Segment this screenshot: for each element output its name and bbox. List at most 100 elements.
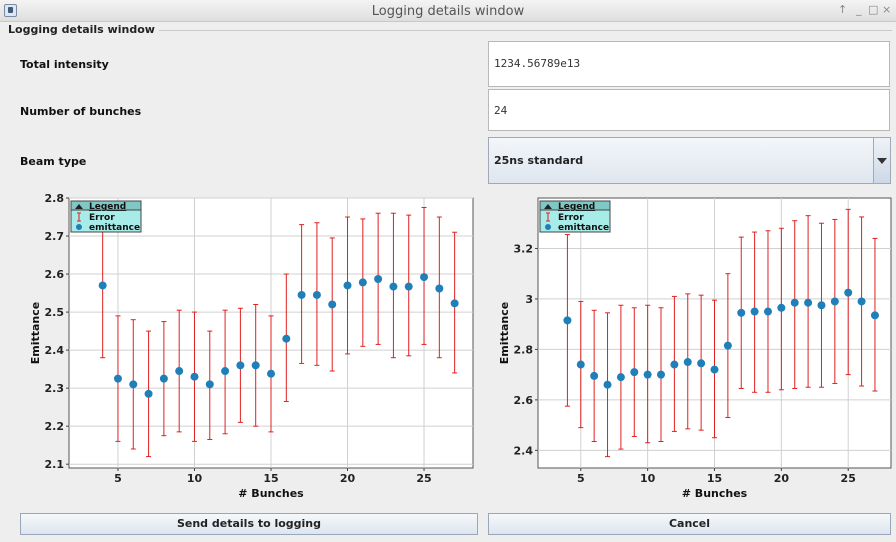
data-point — [251, 361, 260, 370]
y-tick-label: 2.2 — [45, 420, 65, 433]
data-point — [190, 372, 199, 381]
data-point — [750, 307, 759, 316]
data-point — [113, 374, 122, 383]
data-point — [763, 307, 772, 316]
data-point — [175, 367, 184, 376]
data-point — [389, 282, 398, 291]
y-tick-label: 2.6 — [514, 394, 534, 407]
x-tick-label: 15 — [263, 472, 278, 485]
java-app-icon — [4, 4, 17, 17]
data-point — [710, 365, 719, 374]
y-tick-label: 2.7 — [45, 230, 65, 243]
data-point — [358, 278, 367, 287]
data-point — [683, 358, 692, 367]
data-point — [603, 380, 612, 389]
y-axis-label: Emittance — [29, 302, 42, 365]
maximize-icon[interactable]: □ — [868, 3, 879, 16]
emittance-chart-left: 5 10 15 20 25 2.1 2.2 2.3 2.4 2.5 2.6 2.7 2.8 # Bunch… — [29, 192, 474, 500]
x-tick-label: 25 — [841, 472, 856, 485]
cancel-button[interactable]: Cancel — [488, 513, 891, 535]
data-point — [777, 303, 786, 312]
data-point — [857, 297, 866, 306]
beam-type-value: 25ns standard — [494, 154, 584, 167]
y-tick-label: 2.5 — [45, 306, 65, 319]
data-point — [563, 316, 572, 325]
data-point — [844, 288, 853, 297]
data-point — [616, 373, 625, 382]
pin-icon[interactable]: ↑ — [838, 3, 848, 16]
data-point — [312, 290, 321, 299]
x-axis-label: # Bunches — [682, 487, 748, 500]
beam-type-select[interactable]: 25ns standard — [488, 137, 891, 184]
x-tick-label: 20 — [774, 472, 790, 485]
x-tick-label: 20 — [340, 472, 356, 485]
number-of-bunches-label: Number of bunches — [20, 105, 142, 118]
data-point — [404, 282, 413, 291]
x-tick-label: 10 — [187, 472, 203, 485]
legend-title: Legend — [558, 202, 595, 212]
window-title: Logging details window — [371, 4, 525, 19]
total-intensity-field[interactable]: 1234.56789e13 — [488, 41, 890, 87]
total-intensity-label: Total intensity — [20, 58, 109, 71]
data-point — [870, 311, 879, 320]
data-point — [630, 368, 639, 377]
y-tick-label: 2.8 — [514, 343, 534, 356]
legend-emittance-icon — [545, 224, 551, 230]
legend-entry-emittance: emittance — [558, 223, 609, 233]
data-point — [328, 300, 337, 309]
number-of-bunches-field[interactable]: 24 — [488, 89, 890, 131]
data-point — [590, 371, 599, 380]
data-point — [236, 361, 245, 370]
data-point — [450, 299, 459, 308]
data-point — [830, 297, 839, 306]
y-tick-label: 2.4 — [45, 344, 65, 357]
x-axis-label: # Bunches — [238, 487, 304, 500]
data-point — [576, 360, 585, 369]
data-point — [129, 380, 138, 389]
data-point — [790, 298, 799, 307]
y-tick-label: 3.2 — [514, 242, 534, 255]
chevron-down-icon[interactable] — [873, 138, 890, 183]
send-details-button[interactable]: Send details to logging — [20, 513, 478, 535]
y-axis-label: Emittance — [498, 302, 511, 365]
legend-title: Legend — [89, 202, 126, 212]
panel-title: Logging details window — [4, 23, 159, 36]
y-tick-label: 2.8 — [45, 192, 65, 205]
data-point — [343, 281, 352, 290]
data-point — [267, 369, 275, 378]
data-point — [374, 275, 383, 283]
y-tick-label: 2.4 — [514, 444, 534, 457]
data-point — [420, 273, 429, 282]
legend-header — [539, 200, 611, 211]
legend-header — [70, 200, 142, 211]
legend-entry-emittance: emittance — [89, 223, 140, 233]
beam-type-label: Beam type — [20, 155, 87, 168]
x-tick-label: 10 — [640, 472, 656, 485]
y-tick-label: 3 — [525, 293, 533, 306]
data-point — [670, 360, 679, 369]
data-point — [737, 308, 746, 317]
data-point — [144, 389, 153, 398]
close-icon[interactable]: × — [882, 3, 892, 16]
x-tick-label: 25 — [416, 472, 431, 485]
data-point — [98, 281, 107, 290]
data-point — [643, 370, 652, 379]
panel-border — [8, 30, 892, 31]
y-tick-label: 2.1 — [45, 458, 65, 471]
data-point — [817, 301, 826, 310]
data-point — [282, 334, 291, 343]
data-point — [697, 359, 706, 368]
legend-emittance-icon — [76, 224, 82, 230]
data-point — [723, 341, 732, 350]
emittance-chart-right: 5 10 15 20 25 2.4 2.6 2.8 3 3.2 # Bunches Emittance… — [498, 197, 892, 500]
y-tick-label: 2.6 — [45, 268, 65, 281]
minimize-icon[interactable]: _ — [856, 3, 862, 16]
data-point — [804, 298, 813, 307]
x-tick-label: 5 — [577, 472, 585, 485]
legend-entry-error: Error — [558, 213, 584, 223]
data-point — [159, 374, 168, 383]
title-bar: Logging details window ↑ _ □ × — [0, 0, 896, 22]
x-tick-label: 5 — [114, 472, 122, 485]
